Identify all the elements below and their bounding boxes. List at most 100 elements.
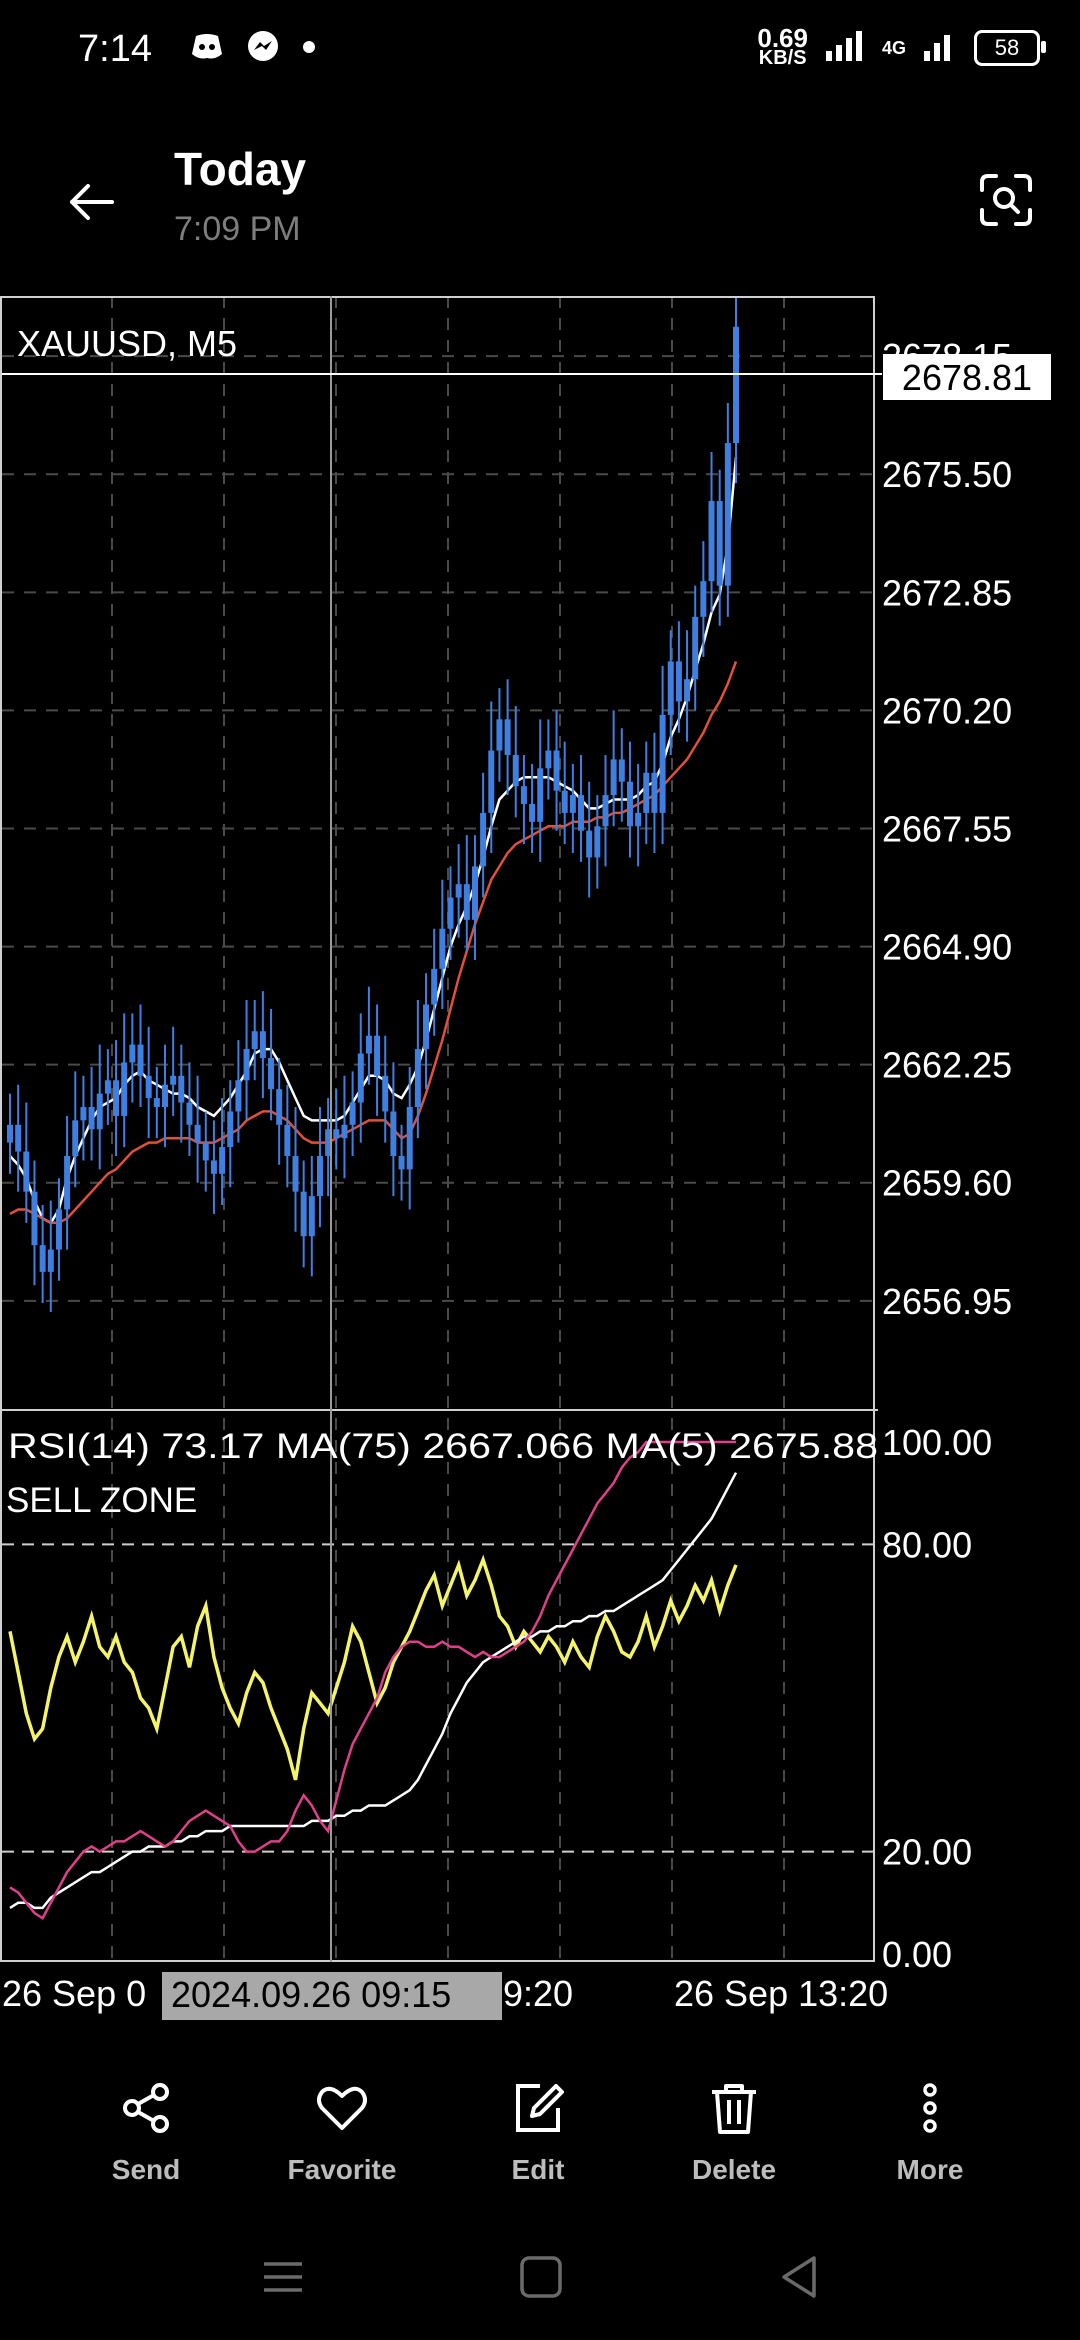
rsi-line-1 [9,1472,738,1910]
price-bar-3 [31,1191,38,1246]
app-bar: Today 7:09 PM [0,120,1080,270]
scan-button[interactable] [974,168,1038,232]
price-bar-59 [488,750,495,813]
price-tick-label-7: 2659.60 [882,1163,1012,1204]
status-bar: 7:14 0.69 KB/S 4G 58 [0,0,1080,110]
price-bar-15 [129,1044,136,1063]
chart-svg[interactable]: 2678.152675.502672.852670.202667.552664.… [0,296,1080,2036]
messenger-icon [246,30,280,69]
rsi-tick-label-0: 100.00 [882,1422,992,1463]
price-bar-49 [406,1106,413,1170]
price-tick-label-3: 2670.20 [882,690,1012,731]
price-bar-45 [374,1035,381,1076]
chart-grid [2,296,874,1962]
price-tick-label-1: 2675.50 [882,454,1012,495]
more-vertical-icon [923,2083,937,2133]
price-bar-89 [733,326,739,444]
network-type: 4G [881,38,906,58]
price-bar-28 [235,1080,242,1112]
price-bar-70 [578,795,585,831]
price-bar-17 [145,1075,152,1099]
favorite-button[interactable]: Favorite [262,2080,422,2186]
price-bar-61 [504,719,511,755]
sell-zone-label: SELL ZONE [6,1481,197,1520]
price-bar-51 [423,1004,430,1050]
price-bar-53 [439,928,446,969]
price-bar-83 [684,679,691,702]
price-bar-19 [161,1084,168,1107]
time-label-mid: 9:20 [503,1973,573,2014]
page-subtitle: 7:09 PM [174,210,301,248]
price-bar-24 [202,1142,209,1161]
price-tick-label-4: 2667.55 [882,808,1012,849]
scan-icon [980,174,1032,226]
price-bar-36 [300,1191,307,1237]
price-bar-50 [414,1049,421,1107]
price-bar-23 [194,1124,201,1143]
price-ma-lines [9,457,738,1225]
symbol-label: XAUUSD, M5 [17,323,237,364]
rsi-tick-label-1: 80.00 [882,1524,972,1565]
nav-back-button[interactable] [774,2252,824,2307]
signal-icon [824,29,866,68]
price-candles [7,296,739,1312]
signal-icon-2 [922,29,958,68]
price-bar-68 [561,790,568,813]
price-bar-7 [64,1156,71,1210]
price-bar-37 [308,1196,315,1237]
price-bar-29 [243,1049,250,1081]
favorite-label: Favorite [287,2154,397,2185]
time-label-right: 26 Sep 13:20 [674,1973,888,2014]
menu-button[interactable] [258,2252,308,2307]
price-bar-25 [210,1160,217,1174]
delete-label: Delete [691,2154,777,2185]
price-bar-64 [529,803,536,822]
price-bar-87 [716,500,723,586]
price-bar-69 [569,795,576,813]
price-bar-30 [251,1031,258,1050]
discord-icon [190,32,224,67]
time-label-left: 26 Sep 0 [2,1973,146,2014]
price-bar-10 [88,1106,95,1130]
trading-chart[interactable]: 2678.152675.502672.852670.202667.552664.… [0,296,1080,2036]
more-label: More [896,2154,964,2185]
price-bar-81 [667,661,674,715]
delete-button[interactable]: Delete [654,2080,814,2186]
price-bar-12 [104,1080,111,1094]
price-bar-84 [692,616,699,680]
net-speed-value: 0.69 [757,23,808,53]
chart-border [0,296,875,1962]
price-bar-52 [431,968,438,1005]
arrow-left-icon [70,184,114,220]
more-button[interactable]: More [850,2080,1010,2186]
rsi-tick-label-2: 20.00 [882,1832,972,1873]
price-bar-22 [186,1102,193,1125]
price-bar-16 [137,1044,144,1076]
price-tick-label-2: 2672.85 [882,572,1012,613]
price-bar-40 [333,1129,340,1139]
price-bar-18 [153,1098,160,1107]
price-bar-66 [545,750,552,769]
price-bar-1 [15,1124,22,1152]
current-price: 2678.81 [902,357,1032,398]
home-button[interactable] [516,2252,566,2307]
rsi-line-2 [9,1440,736,1920]
price-bar-60 [496,719,503,751]
crosshair-time: 2024.09.26 09:15 [171,1974,451,2015]
price-tick-label-5: 2664.90 [882,927,1012,968]
current-price-box [883,354,1051,400]
price-bar-46 [382,1075,389,1112]
price-bar-5 [47,1249,54,1272]
axis-ticks: 2678.152675.502672.852670.202667.552664.… [882,336,1012,1975]
back-button[interactable] [60,170,124,234]
send-button[interactable]: Send [66,2080,226,2186]
price-bar-27 [227,1111,234,1148]
price-bar-86 [708,500,715,582]
price-bar-35 [292,1156,299,1192]
price-bar-73 [602,795,609,827]
edit-label: Edit [511,2154,565,2185]
edit-button[interactable]: Edit [458,2080,618,2186]
ma-line-1 [9,660,738,1225]
price-bar-57 [471,866,478,920]
price-bar-77 [635,812,642,827]
